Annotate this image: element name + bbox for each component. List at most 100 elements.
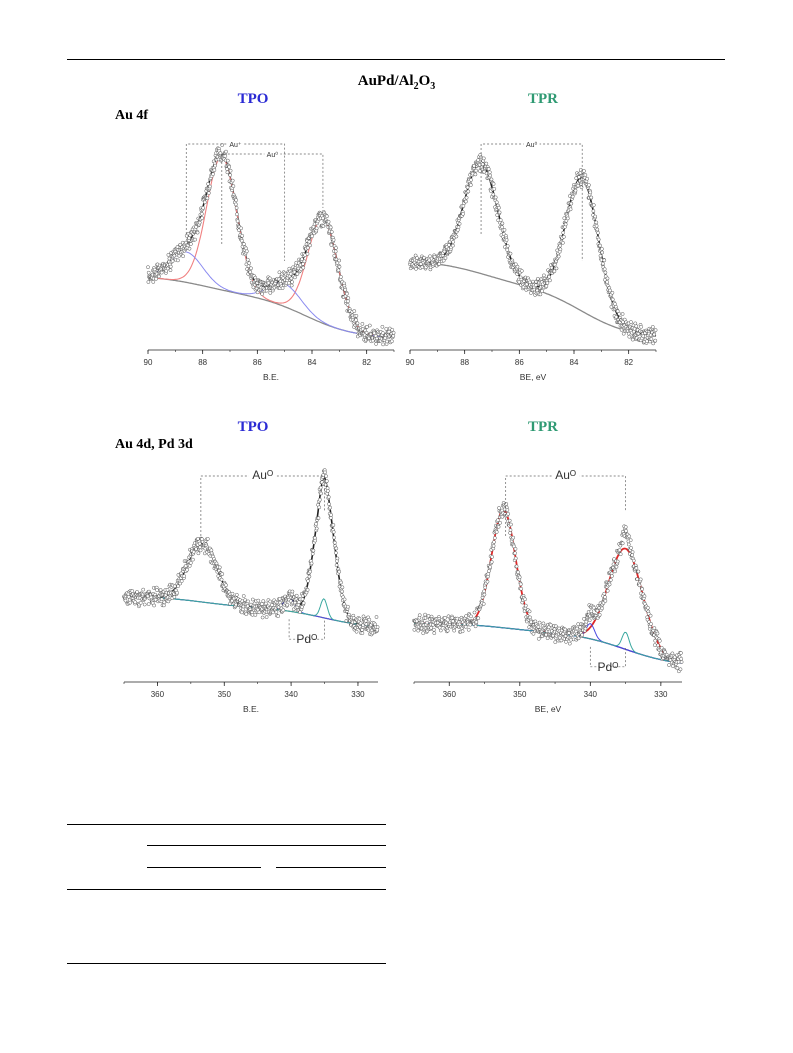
data-point: [290, 589, 295, 594]
data-point: [354, 629, 359, 634]
data-point: [199, 211, 204, 216]
data-point: [649, 337, 654, 341]
data-point: [576, 183, 580, 188]
x-tick-label: 330: [351, 690, 365, 699]
data-point: [653, 338, 658, 343]
raw-data-points: [122, 468, 380, 637]
data-point: [472, 610, 477, 615]
data-point: [565, 216, 570, 221]
data-point: [602, 258, 607, 263]
data-point: [310, 234, 314, 239]
x-tick-label: 84: [308, 358, 317, 367]
data-point: [335, 556, 340, 561]
data-point: [589, 609, 594, 614]
data-point: [489, 560, 494, 564]
data-point: [314, 526, 319, 531]
data-point: [308, 243, 312, 248]
data-point: [629, 320, 633, 324]
data-point: [492, 540, 496, 544]
data-point: [324, 479, 329, 483]
data-point: [295, 272, 300, 276]
data-point: [185, 567, 189, 572]
data-point: [504, 502, 509, 506]
annotation-label-au: Au⁰: [526, 141, 538, 149]
data-point: [123, 598, 128, 603]
data-point: [331, 238, 336, 242]
data-point: [429, 626, 434, 630]
data-point: [219, 577, 224, 582]
data-point: [235, 212, 239, 217]
data-point: [257, 610, 262, 615]
data-point: [159, 270, 164, 275]
annotation-label-bg: [523, 139, 540, 147]
data-point: [637, 583, 642, 588]
data-point: [188, 561, 193, 565]
data-point: [562, 234, 566, 239]
data-point: [250, 597, 255, 602]
data-point: [626, 542, 631, 547]
data-point: [337, 569, 342, 574]
x-tick-label: 350: [513, 690, 527, 699]
data-point: [158, 588, 163, 592]
data-point: [490, 555, 494, 559]
data-point: [603, 595, 607, 599]
data-point: [545, 281, 550, 285]
data-point: [260, 602, 264, 606]
data-point: [452, 628, 457, 633]
tpo-label-top: TPO: [237, 91, 269, 107]
data-point: [634, 324, 639, 329]
table-header-rule-2b: [276, 867, 386, 868]
data-point: [502, 228, 507, 232]
data-point: [336, 268, 341, 273]
data-point: [268, 276, 272, 281]
data-point: [326, 219, 331, 224]
data-point: [176, 584, 180, 589]
data-point: [592, 605, 596, 610]
data-point: [529, 291, 533, 295]
data-point: [442, 249, 447, 254]
data-point: [203, 200, 207, 205]
data-point: [552, 269, 557, 274]
data-point: [152, 603, 156, 608]
data-point: [231, 184, 236, 188]
data-point: [249, 266, 253, 271]
data-point: [614, 564, 619, 569]
data-point: [468, 183, 473, 187]
data-point: [187, 246, 192, 251]
data-point: [623, 525, 628, 529]
data-point: [610, 290, 615, 295]
data-point: [354, 318, 358, 322]
data-point: [196, 551, 201, 556]
data-point: [426, 614, 431, 618]
data-point: [488, 173, 492, 178]
data-point: [260, 615, 265, 620]
data-point: [656, 643, 660, 648]
data-point: [309, 561, 314, 566]
data-point: [575, 626, 579, 631]
annotation-label-au: Au⁺: [229, 142, 242, 149]
data-point: [339, 580, 343, 585]
data-point: [343, 287, 348, 292]
data-point: [451, 243, 455, 248]
data-point: [596, 237, 601, 242]
data-point: [443, 256, 448, 260]
data-point: [416, 628, 421, 633]
data-point: [652, 626, 657, 630]
data-point: [197, 541, 202, 546]
data-point: [542, 273, 546, 278]
data-point: [667, 663, 671, 667]
data-point: [519, 269, 524, 273]
table-header-rule-1: [147, 845, 386, 846]
data-point: [461, 212, 465, 216]
figure-title: AuPd/Al2O3: [357, 73, 436, 92]
data-point: [326, 489, 330, 493]
data-point: [302, 259, 307, 264]
data-point: [318, 485, 323, 490]
data-point: [487, 170, 492, 175]
data-point: [438, 628, 443, 633]
data-point: [197, 220, 202, 225]
data-point: [563, 627, 568, 632]
data-point: [456, 225, 461, 230]
data-point: [300, 257, 304, 262]
data-point: [220, 572, 225, 576]
